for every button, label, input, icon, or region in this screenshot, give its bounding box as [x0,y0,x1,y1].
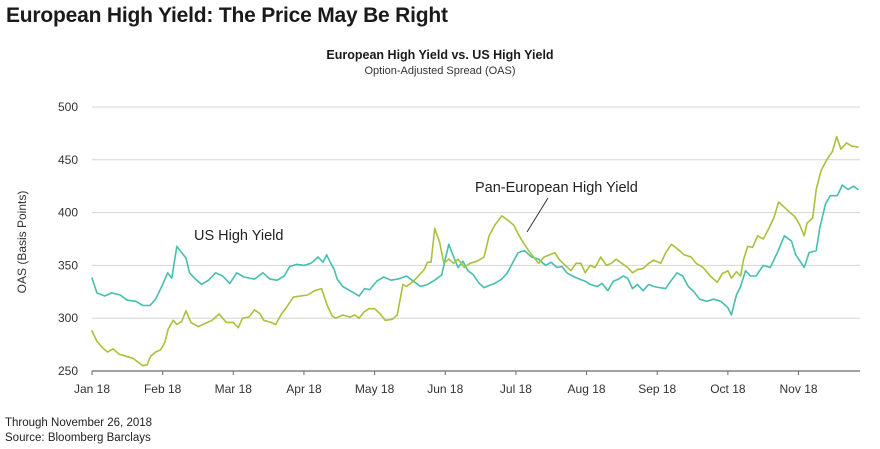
annotation-pan-european-high-yield: Pan-European High Yield [475,180,638,196]
x-tick-jan-18: Jan 18 [74,382,110,396]
chart-title: European High Yield vs. US High Yield [326,48,554,62]
y-tick-450: 450 [58,153,78,167]
footnote: Through November 26, 2018 [5,417,153,429]
x-tick-mar-18: Mar 18 [215,382,253,396]
annotation-us-high-yield: US High Yield [194,228,283,244]
x-tick-sep-18: Sep 18 [638,382,676,396]
x-tick-feb-18: Feb 18 [144,382,182,396]
x-tick-nov-18: Nov 18 [780,382,818,396]
grid-lines [92,106,860,372]
page-title: European High Yield: The Price May Be Ri… [6,4,448,27]
x-axis-ticks: Jan 18 Feb 18 Mar 18 Apr 18 May 18 Jun 18 Jul … [74,371,818,396]
annotations: US High Yield Pan-European High Yield [194,180,638,244]
series-line-us-high-yield [91,184,859,316]
source-note: Source: Bloomberg Barclays [5,432,151,444]
x-tick-may-18: May 18 [355,382,395,396]
y-tick-250: 250 [58,364,78,378]
annotation-leader-line [526,197,549,233]
y-tick-300: 300 [58,311,78,325]
x-tick-aug-18: Aug 18 [568,382,606,396]
x-tick-apr-18: Apr 18 [286,382,322,396]
y-tick-400: 400 [58,206,78,220]
x-tick-jul-18: Jul 18 [500,382,532,396]
series-line-pan-european-high-yield [91,135,859,367]
y-axis-ticks: 250 300 350 400 450 500 [58,100,78,378]
x-tick-jun-18: Jun 18 [427,382,463,396]
y-axis-label: OAS (Basis Points) [15,191,29,294]
y-tick-500: 500 [58,100,78,114]
y-tick-350: 350 [58,258,78,272]
chart-subtitle: Option-Adjusted Spread (OAS) [364,65,516,77]
x-tick-oct-18: Oct 18 [710,382,746,396]
series-lines [91,135,859,367]
